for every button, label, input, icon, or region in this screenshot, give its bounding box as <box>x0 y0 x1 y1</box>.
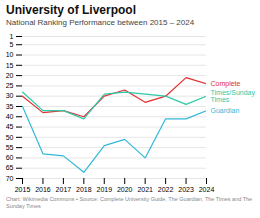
svg-text:55: 55 <box>6 144 14 151</box>
svg-text:35: 35 <box>6 103 14 110</box>
svg-text:60: 60 <box>6 154 14 161</box>
svg-text:15: 15 <box>6 62 14 69</box>
svg-text:2024: 2024 <box>199 186 215 193</box>
svg-text:10: 10 <box>6 51 14 58</box>
svg-text:2021: 2021 <box>137 186 153 193</box>
html-text:University of Liverpool: University of Liverpool <box>6 3 136 17</box>
html-text:National Ranking Performance b: National Ranking Performance between 201… <box>6 18 195 27</box>
svg-text:45: 45 <box>6 123 14 130</box>
svg-text:Complete: Complete <box>211 80 241 88</box>
svg-text:2019: 2019 <box>96 186 112 193</box>
svg-text:1: 1 <box>10 33 14 40</box>
svg-text:2018: 2018 <box>76 186 92 193</box>
svg-text:2017: 2017 <box>56 186 72 193</box>
svg-text:70: 70 <box>6 175 14 182</box>
svg-text:Times/SundayTimes: Times/SundayTimes <box>211 89 256 103</box>
svg-text:5: 5 <box>10 41 14 48</box>
svg-text:20: 20 <box>6 72 14 79</box>
svg-text:50: 50 <box>6 134 14 141</box>
svg-text:2020: 2020 <box>117 186 133 193</box>
svg-text:2015: 2015 <box>15 186 31 193</box>
svg-text:2016: 2016 <box>35 186 51 193</box>
svg-text:40: 40 <box>6 113 14 120</box>
svg-text:2023: 2023 <box>178 186 194 193</box>
svg-text:25: 25 <box>6 82 14 89</box>
svg-text:30: 30 <box>6 92 14 99</box>
svg-text:65: 65 <box>6 164 14 171</box>
svg-text:2022: 2022 <box>158 186 174 193</box>
html-text:Chart: Wikimedia Commons • Sou: Chart: Wikimedia Commons • Source: Compl… <box>6 196 253 209</box>
svg-text:Guardian: Guardian <box>211 107 240 114</box>
